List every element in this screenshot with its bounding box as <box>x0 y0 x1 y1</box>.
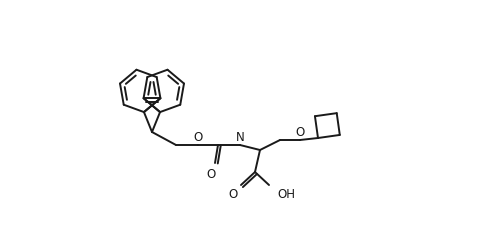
Text: O: O <box>229 188 238 201</box>
Text: O: O <box>295 126 305 139</box>
Text: O: O <box>193 131 202 144</box>
Text: OH: OH <box>277 188 295 201</box>
Text: O: O <box>206 168 215 181</box>
Text: N: N <box>236 131 244 144</box>
